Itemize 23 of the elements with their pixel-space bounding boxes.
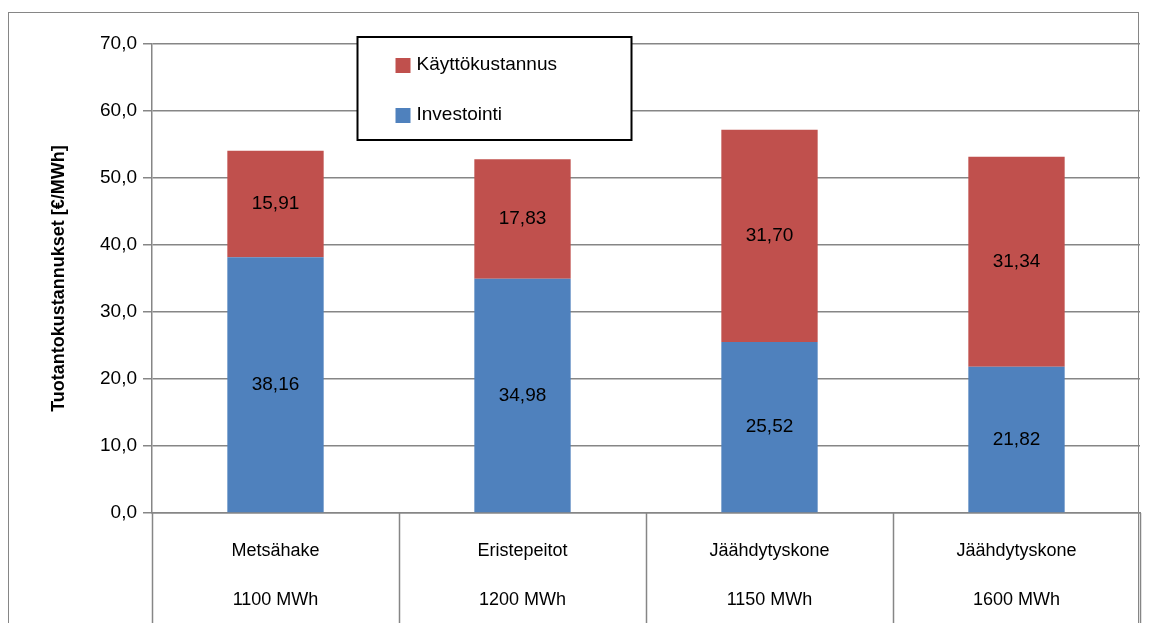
y-tick-label: 10,0 <box>100 434 137 456</box>
y-tick-label: 20,0 <box>100 367 137 389</box>
data-label: 17,83 <box>498 207 547 229</box>
category-label: Metsähake 1100 MWh <box>231 540 320 609</box>
legend-label: Investointi <box>416 103 503 125</box>
y-tick-label: 40,0 <box>100 233 137 255</box>
legend-label: Käyttökustannus <box>416 53 557 75</box>
y-tick-label: 0,0 <box>110 501 137 523</box>
data-label: 34,98 <box>498 383 547 405</box>
category-label: Jäähdytyskone 1150 MWh <box>709 540 830 609</box>
y-tick-label: 30,0 <box>100 300 137 322</box>
category-label: Jäähdytyskone 1600 MWh <box>956 540 1077 609</box>
y-axis-title: Tuotantokustannukset [€/MWh] <box>47 145 68 412</box>
y-tick-label: 60,0 <box>100 99 137 121</box>
y-tick-label: 70,0 <box>100 32 137 54</box>
data-label: 25,52 <box>745 415 794 437</box>
category-label: Eristepeitot 1200 MWh <box>477 540 568 609</box>
data-label: 15,91 <box>251 192 300 214</box>
data-label: 31,34 <box>992 250 1041 272</box>
data-label: 38,16 <box>251 373 300 395</box>
data-label: 31,70 <box>745 224 794 246</box>
data-label: 21,82 <box>992 427 1041 449</box>
y-tick-label: 50,0 <box>100 166 137 188</box>
